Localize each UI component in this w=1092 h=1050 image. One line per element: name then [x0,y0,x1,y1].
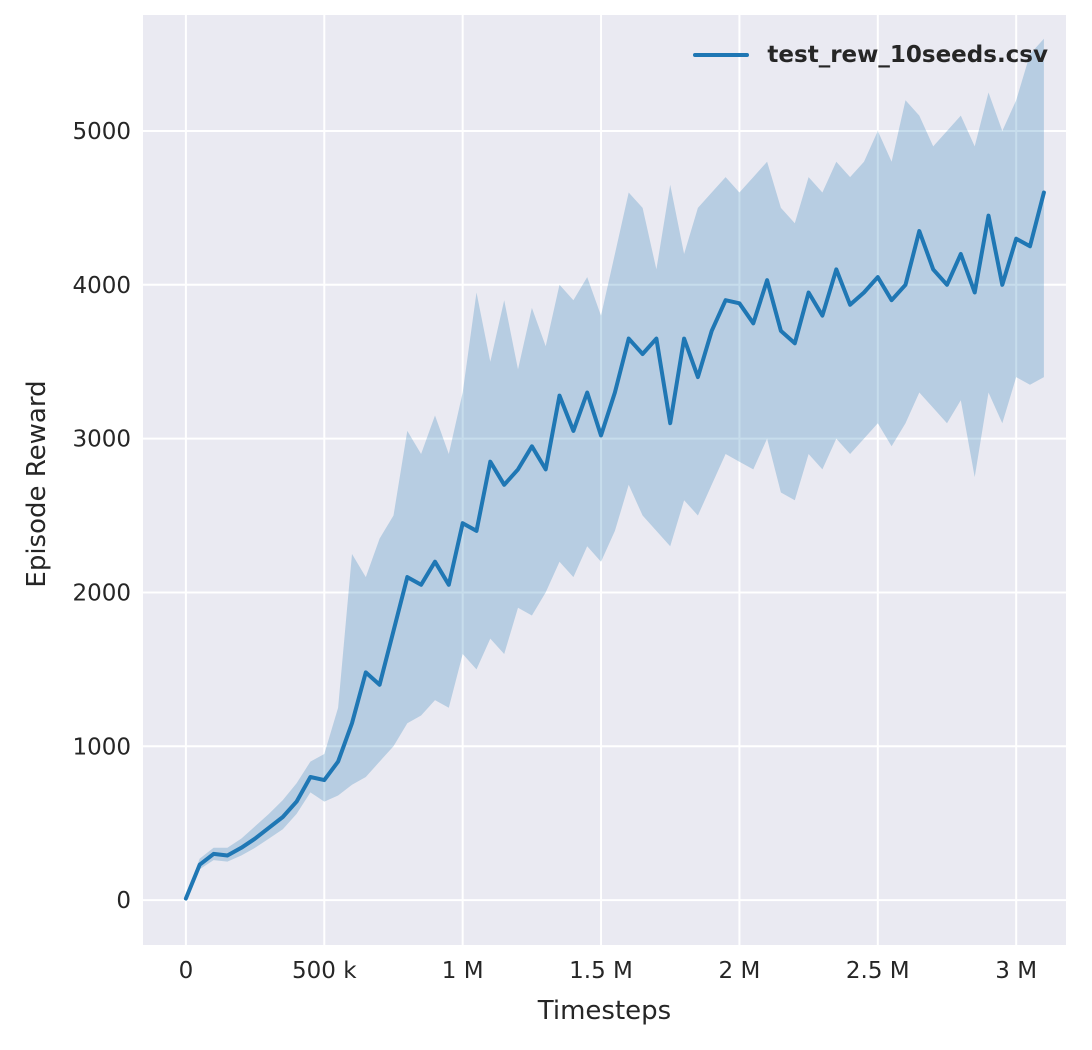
x-tick-label: 500 k [292,958,357,984]
confidence-band [185,38,1044,901]
y-axis-label: Episode Reward [22,380,52,588]
y-tick-label: 5000 [72,119,131,145]
x-axis-label: Timesteps [537,996,672,1026]
y-tick-label: 1000 [72,734,131,760]
legend-line-sample [693,53,750,57]
y-tick-label: 0 [116,888,131,914]
y-tick-label: 3000 [72,427,131,453]
x-tick-label: 1 M [442,958,484,984]
plot-background [143,15,1066,945]
y-tick-label: 2000 [72,580,131,606]
legend: test_rew_10seeds.csv [693,42,1048,68]
x-tick-label: 2 M [719,958,761,984]
x-tick-label: 2.5 M [846,958,910,984]
x-tick-label: 3 M [995,958,1037,984]
y-tick-label: 4000 [72,273,131,299]
legend-label: test_rew_10seeds.csv [767,42,1048,68]
x-tick-label: 0 [179,958,194,984]
x-tick-label: 1.5 M [569,958,633,984]
mean-line [183,190,1046,901]
